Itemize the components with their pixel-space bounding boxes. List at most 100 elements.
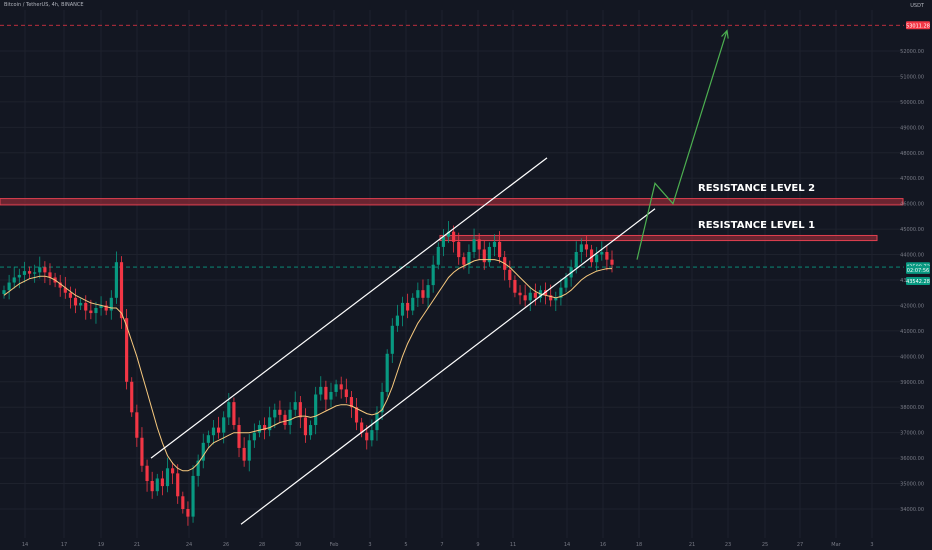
candle-body — [227, 402, 231, 418]
candle-body — [467, 252, 471, 265]
candle-body — [431, 264, 435, 286]
candle-body — [273, 409, 277, 418]
candle-body — [73, 297, 78, 306]
price-tick-label: 46000.00 — [900, 202, 924, 208]
candle-body — [130, 381, 134, 413]
resistance-zone — [439, 234, 878, 242]
candle-body — [232, 402, 236, 426]
price-tick-label: 44000.00 — [900, 253, 924, 259]
candle-body — [498, 241, 502, 258]
reference-lines — [0, 24, 904, 268]
candle-body — [487, 246, 491, 263]
candle-body — [160, 478, 164, 487]
zone-label: RESISTANCE LEVEL 2 — [698, 183, 815, 194]
candle-body — [63, 287, 67, 293]
candle-body — [513, 280, 517, 293]
candle-body — [171, 468, 175, 474]
candle-body — [135, 412, 139, 438]
candle-body — [457, 241, 461, 258]
candle-body — [257, 425, 262, 433]
price-tick-label: 51000.00 — [900, 74, 924, 80]
candle-body — [446, 231, 451, 237]
candle-body — [109, 297, 113, 311]
candle-body — [334, 384, 338, 392]
candle-body — [7, 282, 11, 291]
candle-body — [472, 239, 476, 253]
price-tag — [906, 21, 930, 30]
price-tag-text: 53011.28 — [906, 23, 930, 29]
price-tick-label: 49000.00 — [900, 125, 924, 131]
price-tick-label: 52000.00 — [900, 49, 924, 55]
candle-body — [125, 318, 129, 382]
time-tick-label: Feb — [330, 542, 339, 548]
candle-body — [155, 478, 159, 492]
price-tick-label: 36000.00 — [900, 456, 924, 462]
candle-body — [165, 468, 170, 487]
candle-body — [94, 307, 98, 314]
candle-body — [247, 440, 251, 461]
price-tick-label: 41000.00 — [900, 329, 924, 335]
time-tick-label: 28 — [259, 542, 265, 548]
candle-body — [400, 302, 405, 316]
candle-body — [114, 262, 118, 298]
candle-body — [68, 292, 73, 298]
candle-body — [252, 432, 256, 441]
candle-body — [22, 271, 27, 275]
candle-body — [293, 402, 297, 410]
time-tick-label: 18 — [636, 542, 642, 548]
candle-body — [354, 407, 359, 423]
candle-body — [206, 435, 210, 443]
candle-body — [406, 302, 410, 311]
candle-body — [283, 414, 287, 426]
candle-body — [370, 430, 374, 441]
moving-average — [3, 259, 612, 472]
candle-body — [298, 402, 302, 418]
candle-body — [559, 287, 563, 298]
time-tick-label: Mar — [831, 542, 841, 548]
candle-body — [27, 271, 32, 274]
candle-body — [579, 244, 583, 253]
price-tick-label: 34000.00 — [900, 507, 924, 513]
price-tick-label: 35000.00 — [900, 482, 924, 488]
candle-body — [385, 353, 389, 392]
time-tick-label: 14 — [22, 542, 28, 548]
candle-body — [528, 292, 532, 301]
price-tag-text: 43542.28 — [906, 279, 930, 285]
time-tick-label: 7 — [440, 542, 443, 548]
time-tick-label: 14 — [564, 542, 570, 548]
candle-body — [462, 257, 466, 265]
candle-body — [518, 292, 522, 296]
price-tick-label: 45000.00 — [900, 227, 924, 233]
time-tick-label: 26 — [223, 542, 229, 548]
candle-body — [324, 386, 328, 400]
candle-body — [482, 249, 486, 263]
time-axis: 14 17 19 21 24 26 28 30 Feb 3 5 7 9 11 14 16 18 21 23 25 27 M… — [22, 542, 874, 548]
candle-body — [150, 481, 154, 492]
arrow-head-icon — [721, 29, 729, 39]
candle-body — [436, 246, 440, 265]
candle-body — [84, 302, 88, 311]
candle-body — [360, 422, 364, 433]
candle-body — [390, 325, 394, 354]
candle-body — [89, 310, 93, 314]
price-tag — [906, 265, 930, 274]
candle-body — [33, 272, 37, 274]
candle-body — [589, 249, 594, 263]
candle-body — [186, 509, 190, 517]
time-tick-label: 19 — [98, 542, 104, 548]
channel-lower-line — [240, 208, 656, 525]
candle-body — [452, 231, 456, 242]
candle-body — [43, 267, 47, 273]
candles — [2, 220, 614, 526]
candle-body — [104, 305, 108, 311]
candle-body — [201, 442, 205, 461]
price-tick-label: 50000.00 — [900, 100, 924, 106]
price-tick-label: 48000.00 — [900, 151, 924, 157]
candle-body — [140, 437, 144, 466]
candle-body — [416, 290, 420, 298]
trend-channel — [150, 157, 656, 525]
candle-body — [288, 409, 292, 426]
candle-body — [237, 425, 241, 448]
time-tick-label: 5 — [404, 542, 407, 548]
